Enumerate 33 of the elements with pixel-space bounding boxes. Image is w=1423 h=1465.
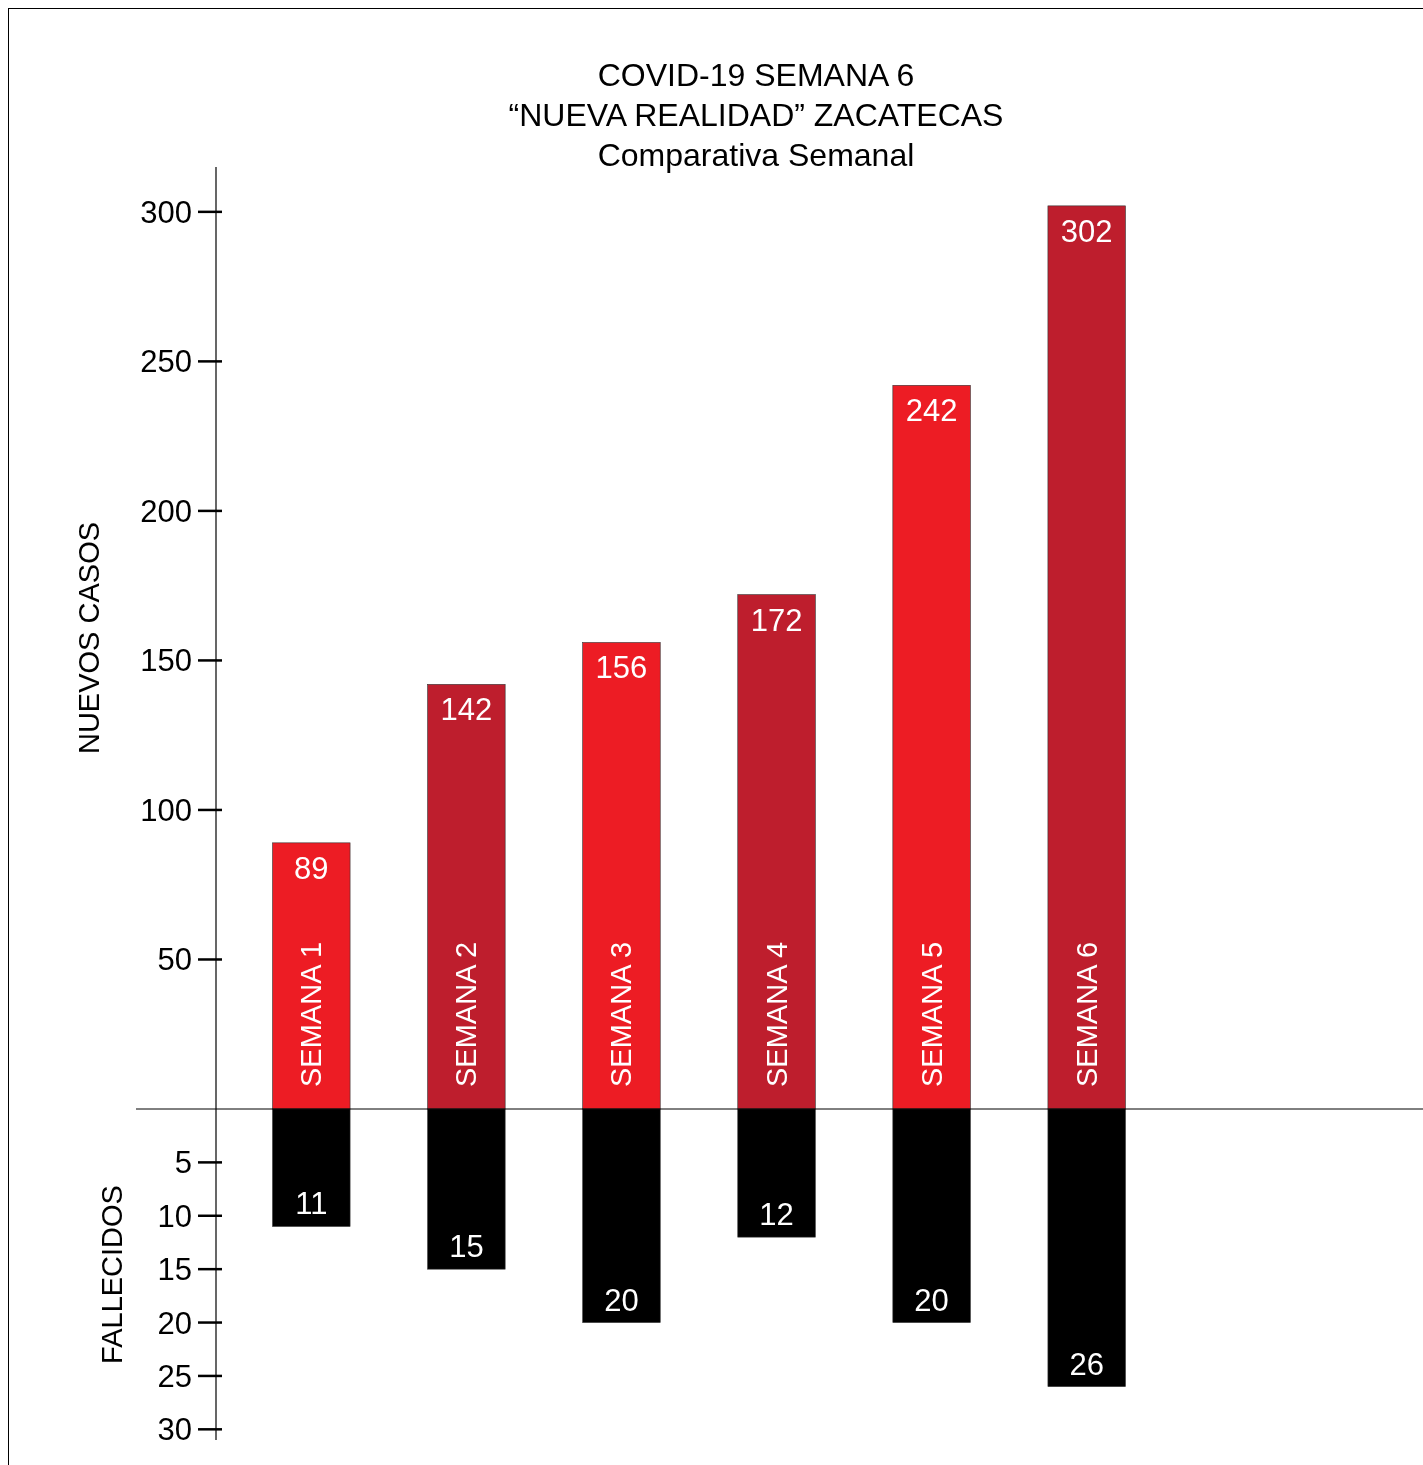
x-tick-label: SEMANA 2 [450, 941, 483, 1087]
data-label: 26 [1069, 1346, 1104, 1382]
chart-title: COVID-19 SEMANA 6 “NUEVA REALIDAD” ZACATECAS Comparativa Semanal [508, 57, 1004, 173]
y-tick-label: 50 [157, 942, 192, 978]
y-tick-label: 30 [157, 1412, 192, 1448]
x-tick-label: SEMANA 1 [295, 941, 328, 1087]
y-tick-label: 15 [157, 1252, 192, 1288]
data-label: 172 [750, 602, 803, 638]
y-tick-label: 10 [157, 1198, 192, 1234]
data-label: 142 [440, 692, 493, 728]
y-tick-label: 150 [140, 643, 192, 679]
y-tick-label: 250 [140, 344, 192, 380]
x-tick-label: SEMANA 4 [760, 941, 793, 1087]
data-label: 20 [604, 1282, 639, 1318]
data-label: 89 [294, 850, 329, 886]
data-label: 11 [295, 1186, 328, 1222]
y-tick-label: 100 [140, 792, 192, 828]
data-label: 20 [914, 1282, 949, 1318]
y-axis-title: FALLECIDOS [96, 1185, 128, 1364]
y-tick-label: 300 [140, 194, 192, 230]
y-tick-label: 25 [157, 1358, 192, 1394]
data-label: 12 [759, 1197, 794, 1233]
y-tick-label: 20 [157, 1305, 192, 1341]
y-axis-title: NUEVOS CASOS [73, 521, 105, 755]
y-tick-label: 200 [140, 493, 192, 529]
x-tick-label: SEMANA 6 [1070, 941, 1103, 1087]
data-label: 15 [449, 1229, 484, 1265]
x-tick-label: SEMANA 3 [605, 941, 638, 1087]
data-label: 242 [905, 393, 958, 429]
x-tick-label: SEMANA 5 [915, 941, 948, 1087]
y-tick-label: 5 [174, 1145, 192, 1181]
data-label: 156 [595, 650, 648, 686]
data-label: 302 [1060, 213, 1113, 249]
